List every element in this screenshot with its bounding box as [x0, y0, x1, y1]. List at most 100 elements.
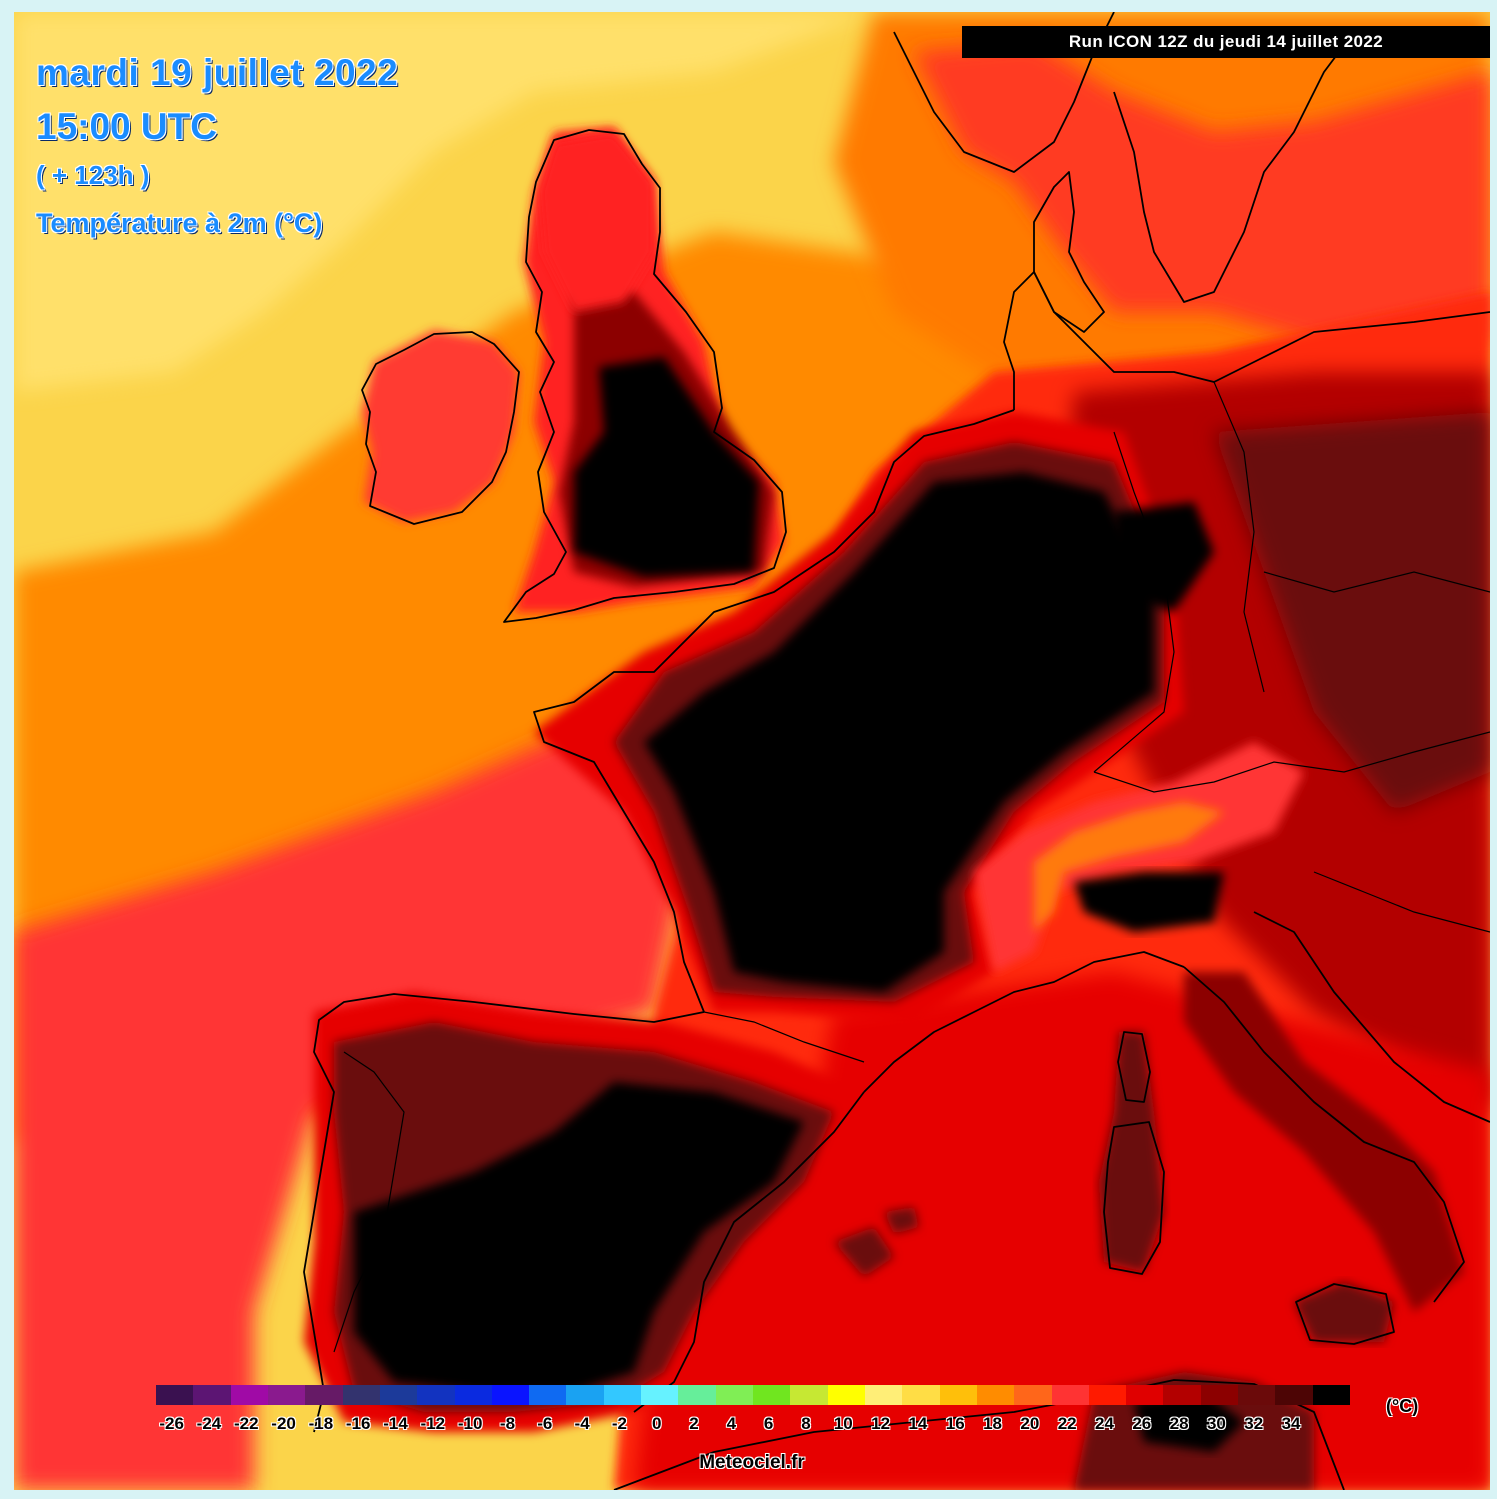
color-swatch: [1312, 1385, 1350, 1405]
sea-red-atlantic: [14, 712, 714, 1490]
land-po-black: [1074, 872, 1224, 932]
land-sicily: [1294, 1282, 1394, 1342]
color-scale-tick-label: -6: [537, 1414, 553, 1433]
color-swatch: [827, 1385, 865, 1405]
color-scale-tick-label: 14: [908, 1414, 928, 1433]
border-france-germany: [1093, 431, 1175, 773]
color-swatch: [305, 1385, 343, 1405]
border-alps: [1093, 731, 1490, 793]
color-swatch: [1200, 1385, 1239, 1405]
border-balkans: [1313, 871, 1490, 933]
color-scale-ticks: -26 -24 -22 -20 -18 -16 -14 -12 -10 -8 -6 -4 -2 0 2 4 6 8…: [132, 1414, 1352, 1436]
color-scale-tick-label: 2: [689, 1414, 699, 1433]
color-swatch: [753, 1385, 791, 1405]
land-red-scandinavia: [914, 42, 1490, 342]
color-scale-tick-label: -12: [420, 1414, 446, 1433]
coast-norway: [893, 12, 1115, 173]
land-corsica-sardinia: [1099, 1032, 1164, 1272]
color-scale-tick-label: 24: [1095, 1414, 1114, 1433]
coast-biscay-iberia: [303, 993, 705, 1433]
color-swatch: [1051, 1385, 1089, 1405]
color-swatch: [715, 1385, 753, 1405]
color-scale-tick-label: -2: [611, 1414, 627, 1433]
run-info-banner: Run ICON 12Z du jeudi 14 juillet 2022: [962, 26, 1490, 58]
color-scale-tick-label: 8: [801, 1414, 811, 1433]
color-scale-tick-label: 0: [651, 1414, 662, 1433]
coast-ireland: [361, 331, 520, 525]
color-scale-tick-label: -4: [574, 1414, 590, 1433]
borders: [333, 381, 1490, 1353]
parameter-label: Température à 2m (°C): [36, 208, 323, 238]
color-scale-tick-label: 28: [1169, 1414, 1189, 1433]
color-swatch: [193, 1385, 231, 1405]
land-balearics: [834, 1207, 919, 1277]
color-scale-tick-label: 20: [1020, 1414, 1040, 1433]
color-scale-tick-label: -22: [233, 1414, 259, 1433]
color-scale-tick-label: -20: [271, 1414, 296, 1433]
land-alps-red: [974, 742, 1304, 972]
color-swatch: [678, 1385, 716, 1405]
color-swatch: [454, 1385, 492, 1405]
color-scale-tick-label: 26: [1132, 1414, 1152, 1433]
color-swatch: [976, 1385, 1015, 1405]
border-central-east: [1263, 571, 1490, 593]
coast-corsica: [1117, 1031, 1151, 1103]
color-swatch: [267, 1385, 306, 1405]
coast-sweden: [1113, 31, 1355, 303]
color-scale-tick-label: -26: [159, 1414, 184, 1433]
land-scotland-red: [539, 132, 654, 312]
color-swatch: [864, 1385, 903, 1405]
color-scale-tick-label: 32: [1244, 1414, 1264, 1433]
color-scale-tick-label: -8: [499, 1414, 516, 1433]
land-alps-orange: [1034, 802, 1224, 932]
color-swatch: [939, 1385, 977, 1405]
color-swatch: [156, 1385, 194, 1405]
coast-med-west: [633, 1091, 865, 1413]
color-scale-tick-label: -10: [457, 1414, 483, 1433]
temperature-map: [14, 12, 1490, 1490]
land-britain-black: [574, 357, 759, 577]
coast-italy-east: [1253, 911, 1490, 1123]
land-france-black: [644, 472, 1154, 992]
color-swatch: [1014, 1385, 1052, 1405]
color-scale-tick-label: 12: [871, 1414, 891, 1433]
color-scale-tick-label: -18: [308, 1414, 334, 1433]
coast-denmark: [1033, 171, 1105, 333]
color-swatch: [1275, 1385, 1313, 1405]
color-scale-bar: [156, 1385, 1350, 1405]
land-italy-dark: [1184, 972, 1464, 1312]
forecast-time: 15:00 UTC: [36, 106, 217, 147]
coast-north-sea-germany: [1003, 271, 1490, 410]
color-swatch: [566, 1385, 604, 1405]
color-scale-tick-label: 22: [1057, 1414, 1077, 1433]
color-swatch: [491, 1385, 530, 1405]
coast-italy-west: [1183, 966, 1465, 1303]
forecast-lead-time: ( + 123h ): [36, 160, 150, 190]
land-iberia-black: [354, 1082, 804, 1392]
color-scale-tick-label: 30: [1206, 1414, 1226, 1433]
map-frame: mardi 19 juillet 2022 15:00 UTC ( + 123h…: [14, 12, 1490, 1490]
color-scale-tick-label: 4: [726, 1414, 737, 1433]
color-swatch: [790, 1385, 828, 1405]
land-north-africa-black: [1134, 1392, 1244, 1452]
color-swatch: [342, 1385, 380, 1405]
color-scale-tick-label: 18: [983, 1414, 1002, 1433]
coast-sardinia: [1103, 1121, 1165, 1275]
source-credit: Meteociel.fr: [699, 1452, 805, 1473]
color-swatch: [1238, 1385, 1276, 1405]
land-ireland: [362, 330, 519, 522]
border-spain-portugal: [333, 1051, 405, 1353]
color-swatch: [902, 1385, 940, 1405]
color-scale-tick-label: 10: [833, 1414, 853, 1433]
color-swatch: [603, 1385, 642, 1405]
color-swatch: [417, 1385, 455, 1405]
color-swatch: [1088, 1385, 1127, 1405]
color-swatch: [529, 1385, 567, 1405]
coast-britain: [503, 129, 787, 623]
color-scale-tick-label: -24: [196, 1414, 222, 1433]
coast-sicily: [1295, 1283, 1395, 1345]
color-scale-tick-label: 6: [763, 1414, 774, 1433]
color-scale-tick-label: 16: [945, 1414, 965, 1433]
color-scale-tick-label: -16: [345, 1414, 371, 1433]
forecast-date: mardi 19 juillet 2022: [36, 52, 399, 93]
